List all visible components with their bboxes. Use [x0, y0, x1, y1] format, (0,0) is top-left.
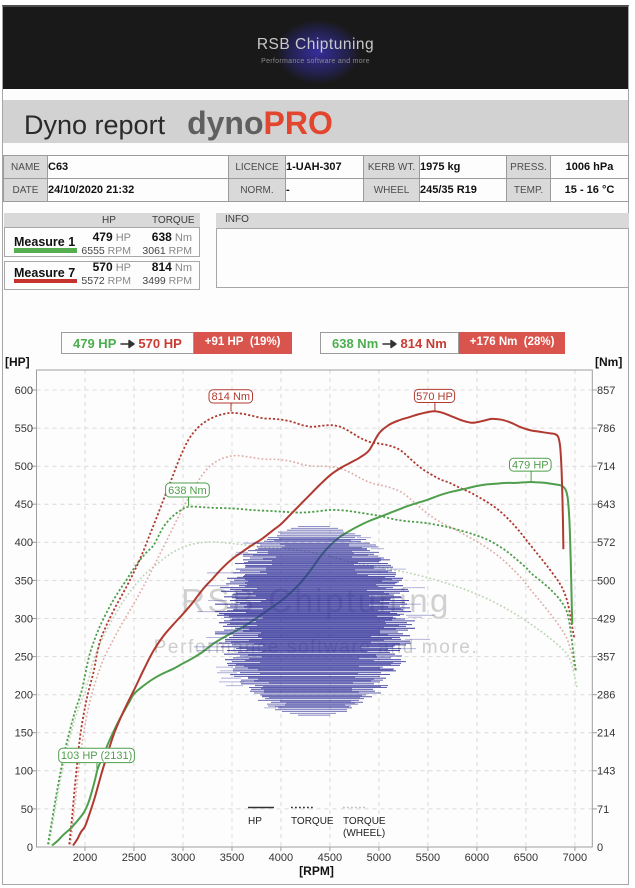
svg-text:[HP]: [HP] — [5, 355, 30, 369]
svg-text:150: 150 — [15, 728, 33, 740]
svg-text:350: 350 — [15, 575, 33, 587]
svg-text:786: 786 — [597, 423, 615, 435]
svg-text:5000: 5000 — [367, 852, 391, 864]
svg-text:600: 600 — [15, 385, 33, 397]
svg-text:250: 250 — [15, 652, 33, 664]
svg-text:714: 714 — [597, 461, 615, 473]
svg-text:570 HP: 570 HP — [416, 391, 453, 403]
svg-text:286: 286 — [597, 690, 615, 702]
svg-text:479 HP: 479 HP — [512, 460, 549, 472]
svg-text:143: 143 — [597, 766, 615, 778]
svg-text:0: 0 — [597, 842, 603, 854]
svg-text:4000: 4000 — [269, 852, 293, 864]
svg-text:5500: 5500 — [416, 852, 440, 864]
svg-text:7000: 7000 — [563, 852, 587, 864]
svg-text:357: 357 — [597, 652, 615, 664]
svg-text:100: 100 — [15, 766, 33, 778]
svg-text:550: 550 — [15, 423, 33, 435]
svg-text:50: 50 — [21, 804, 33, 816]
svg-text:2500: 2500 — [122, 852, 146, 864]
svg-text:(WHEEL): (WHEEL) — [343, 828, 385, 839]
svg-text:TORQUE: TORQUE — [343, 816, 386, 827]
svg-text:103 HP (2131): 103 HP (2131) — [61, 750, 132, 762]
svg-text:400: 400 — [15, 537, 33, 549]
svg-text:429: 429 — [597, 613, 615, 625]
svg-text:0: 0 — [27, 842, 33, 854]
svg-text:638 Nm: 638 Nm — [168, 485, 207, 497]
svg-text:857: 857 — [597, 385, 615, 397]
svg-text:2000: 2000 — [73, 852, 97, 864]
svg-text:TORQUE: TORQUE — [291, 816, 334, 827]
svg-text:450: 450 — [15, 499, 33, 511]
svg-text:HP: HP — [248, 816, 262, 827]
svg-text:3000: 3000 — [171, 852, 195, 864]
svg-text:3500: 3500 — [220, 852, 244, 864]
svg-text:71: 71 — [597, 804, 609, 816]
svg-text:300: 300 — [15, 613, 33, 625]
svg-text:500: 500 — [15, 461, 33, 473]
svg-text:4500: 4500 — [318, 852, 342, 864]
svg-text:500: 500 — [597, 575, 615, 587]
svg-text:[Nm]: [Nm] — [595, 355, 622, 369]
svg-text:572: 572 — [597, 537, 615, 549]
svg-text:214: 214 — [597, 728, 615, 740]
svg-text:6500: 6500 — [514, 852, 538, 864]
svg-text:6000: 6000 — [465, 852, 489, 864]
svg-text:643: 643 — [597, 499, 615, 511]
svg-text:814 Nm: 814 Nm — [212, 391, 251, 403]
svg-text:[RPM]: [RPM] — [299, 864, 334, 878]
svg-text:200: 200 — [15, 690, 33, 702]
